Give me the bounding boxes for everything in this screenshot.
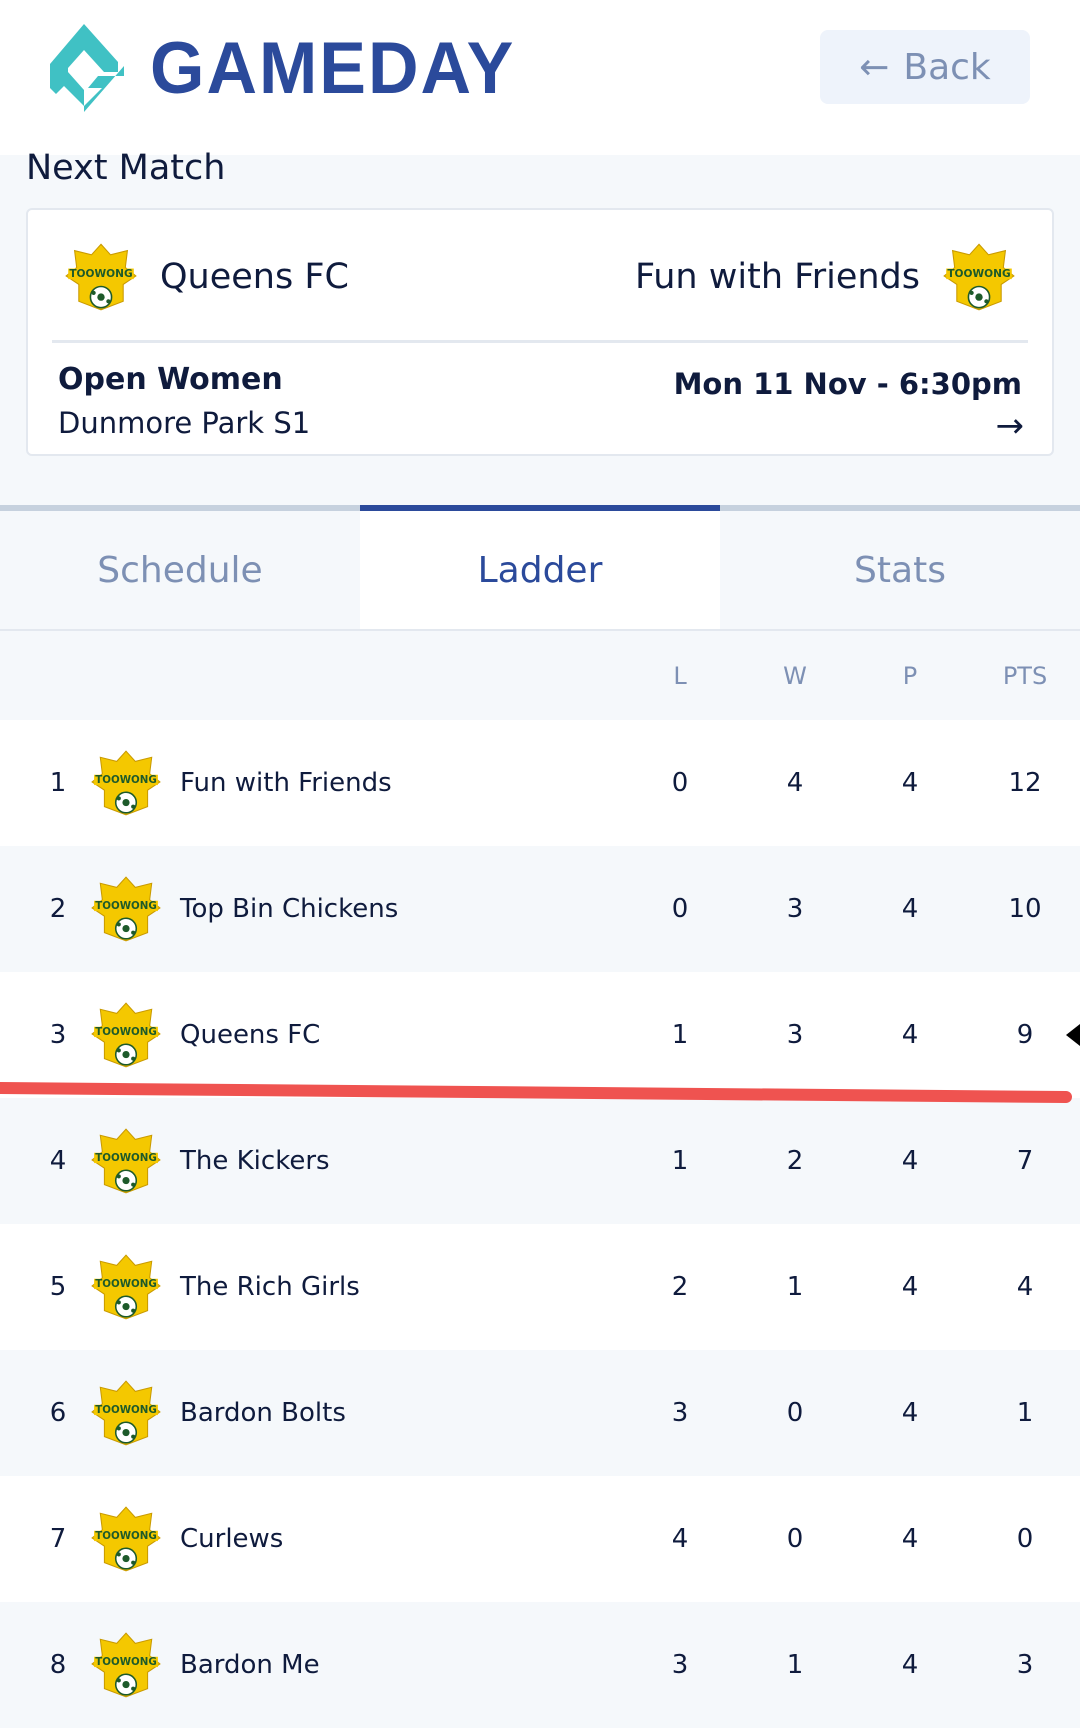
played: 4 (901, 1146, 919, 1176)
played: 4 (901, 894, 919, 924)
divider (52, 340, 1028, 343)
played: 4 (901, 1398, 919, 1428)
team-name: Curlews (180, 1524, 284, 1554)
home-team: Queens FC (64, 240, 349, 314)
venue: Dunmore Park S1 (58, 406, 311, 440)
points: 12 (1008, 768, 1042, 798)
played: 4 (901, 768, 919, 798)
tab-schedule[interactable]: Schedule (0, 505, 360, 629)
ladder-row[interactable]: 1 Fun with Friends 0 4 4 12 (0, 720, 1080, 846)
back-label: Back (903, 46, 991, 88)
away-team-name: Fun with Friends (635, 257, 920, 297)
tab-bar: Schedule Ladder Stats (0, 505, 1080, 631)
col-pts: PTS (1002, 662, 1048, 690)
team-badge-icon (90, 1377, 162, 1449)
losses: 1 (671, 1020, 689, 1050)
played: 4 (901, 1650, 919, 1680)
app-header: GAMEDAY ← Back (0, 0, 1080, 155)
position: 8 (49, 1650, 67, 1680)
team-badge-icon (90, 747, 162, 819)
team-badge-icon (64, 240, 138, 314)
points: 10 (1008, 894, 1042, 924)
team-badge-icon (942, 240, 1016, 314)
points: 7 (1016, 1146, 1034, 1176)
annotation-red-line (0, 1082, 1072, 1103)
losses: 3 (671, 1398, 689, 1428)
wins: 1 (786, 1650, 804, 1680)
gameday-logo: GAMEDAY (48, 24, 515, 112)
position: 4 (49, 1146, 67, 1176)
position: 5 (49, 1272, 67, 1302)
back-button[interactable]: ← Back (820, 30, 1030, 104)
played: 4 (901, 1020, 919, 1050)
position: 7 (49, 1524, 67, 1554)
ladder-row[interactable]: 7 Curlews 4 0 4 0 (0, 1476, 1080, 1602)
points: 9 (1016, 1020, 1034, 1050)
ladder-row[interactable]: 8 Bardon Me 3 1 4 3 (0, 1602, 1080, 1728)
team-name: The Rich Girls (180, 1272, 360, 1302)
arrow-left-icon: ← (859, 46, 890, 88)
played: 4 (901, 1272, 919, 1302)
position: 3 (49, 1020, 67, 1050)
ladder-row[interactable]: 3 Queens FC 1 3 4 9 (0, 972, 1080, 1098)
next-match-card[interactable]: Queens FC Fun with Friends Open Women Du… (26, 208, 1054, 456)
tab-stats[interactable]: Stats (720, 505, 1080, 629)
next-match-title: Next Match (26, 148, 226, 188)
current-team-marker-icon (1066, 1024, 1080, 1046)
team-name: Bardon Me (180, 1650, 320, 1680)
team-name: Bardon Bolts (180, 1398, 346, 1428)
points: 0 (1016, 1524, 1034, 1554)
ladder-row[interactable]: 5 The Rich Girls 2 1 4 4 (0, 1224, 1080, 1350)
col-l: L (673, 662, 687, 690)
losses: 2 (671, 1272, 689, 1302)
wins: 3 (786, 894, 804, 924)
wins: 1 (786, 1272, 804, 1302)
arrow-right-icon[interactable]: → (995, 406, 1025, 446)
team-badge-icon (90, 1251, 162, 1323)
position: 6 (49, 1398, 67, 1428)
team-name: Top Bin Chickens (180, 894, 399, 924)
competition: Open Women (58, 362, 283, 397)
team-name: Fun with Friends (180, 768, 392, 798)
wins: 3 (786, 1020, 804, 1050)
losses: 4 (671, 1524, 689, 1554)
wins: 0 (786, 1524, 804, 1554)
points: 4 (1016, 1272, 1034, 1302)
ladder-row[interactable]: 4 The Kickers 1 2 4 7 (0, 1098, 1080, 1224)
points: 1 (1016, 1398, 1034, 1428)
team-badge-icon (90, 1125, 162, 1197)
tab-ladder[interactable]: Ladder (360, 505, 720, 629)
wins: 4 (786, 768, 804, 798)
team-badge-icon (90, 1503, 162, 1575)
col-p: P (902, 662, 918, 690)
brand-name: GAMEDAY (150, 27, 516, 109)
away-team: Fun with Friends (635, 240, 1016, 314)
losses: 3 (671, 1650, 689, 1680)
wins: 2 (786, 1146, 804, 1176)
gameday-logo-icon (50, 24, 124, 112)
losses: 1 (671, 1146, 689, 1176)
ladder-row[interactable]: 2 Top Bin Chickens 0 3 4 10 (0, 846, 1080, 972)
losses: 0 (671, 768, 689, 798)
position: 2 (49, 894, 67, 924)
points: 3 (1016, 1650, 1034, 1680)
home-team-name: Queens FC (160, 257, 349, 297)
wins: 0 (786, 1398, 804, 1428)
team-name: The Kickers (180, 1146, 330, 1176)
team-badge-icon (90, 873, 162, 945)
col-w: W (783, 662, 807, 690)
ladder-row[interactable]: 6 Bardon Bolts 3 0 4 1 (0, 1350, 1080, 1476)
losses: 0 (671, 894, 689, 924)
team-badge-icon (90, 999, 162, 1071)
team-name: Queens FC (180, 1020, 321, 1050)
ladder-header: L W P PTS (0, 632, 1080, 720)
team-badge-icon (90, 1629, 162, 1701)
position: 1 (49, 768, 67, 798)
match-datetime: Mon 11 Nov - 6:30pm (673, 367, 1022, 401)
played: 4 (901, 1524, 919, 1554)
